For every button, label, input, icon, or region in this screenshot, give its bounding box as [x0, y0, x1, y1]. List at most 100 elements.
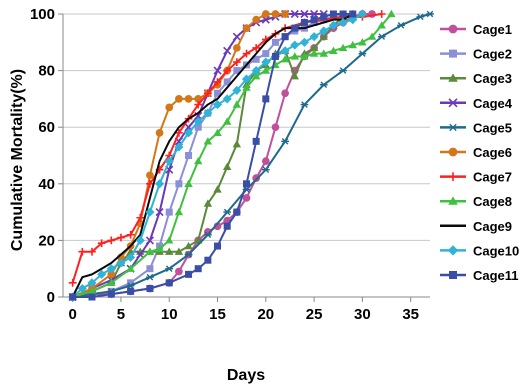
point-cage7-4	[107, 236, 116, 245]
point-cage8-15	[251, 72, 261, 80]
legend-label-cage4: Cage4	[473, 96, 513, 111]
point-cage3-8	[165, 247, 174, 255]
point-cage4-14	[232, 32, 241, 41]
point-cage5-18	[416, 13, 425, 21]
legend-label-cage6: Cage6	[473, 145, 512, 160]
y-tick-label-0: 0	[47, 289, 55, 306]
legend-item-cage6: Cage6	[440, 145, 512, 160]
point-cage10-17	[232, 85, 242, 95]
point-cage8-9	[194, 156, 203, 165]
point-cage8-12	[222, 117, 232, 125]
point-cage8-3	[126, 264, 135, 272]
legend-label-cage5: Cage5	[473, 120, 512, 135]
point-cage8-23	[329, 46, 338, 54]
point-cage11-15	[271, 52, 279, 60]
point-cage4-6	[155, 208, 164, 217]
point-cage5-10	[261, 166, 270, 173]
legend-label-cage7: Cage7	[473, 170, 512, 185]
point-cage8-27	[367, 32, 377, 40]
x-tick-label-30: 30	[354, 306, 371, 323]
point-cage8-2	[107, 278, 116, 286]
point-cage10-5	[116, 258, 126, 268]
legend-label-cage11: Cage11	[473, 268, 519, 283]
point-cage10-9	[155, 179, 165, 189]
point-cage3-12	[203, 199, 213, 207]
point-cage3-9	[174, 247, 184, 255]
point-cage2-13	[233, 67, 241, 75]
x-tick-label-0: 0	[68, 306, 76, 323]
legend-marker-cage3	[448, 73, 458, 82]
point-cage10-12	[184, 128, 194, 138]
point-cage11-23	[349, 10, 357, 18]
point-cage8-13	[232, 100, 242, 108]
point-cage11-10	[223, 222, 231, 230]
legend-item-cage5: Cage5	[440, 120, 512, 135]
point-cage7-13	[194, 100, 203, 109]
point-cage11-21	[329, 10, 337, 18]
point-cage4-13	[223, 46, 232, 55]
point-cage7-2	[88, 247, 96, 256]
point-cage8-22	[319, 49, 328, 57]
point-cage5-6	[184, 251, 193, 258]
point-cage7-3	[97, 239, 106, 248]
series-layer	[68, 9, 434, 302]
point-cage10-20	[261, 57, 271, 67]
point-cage7-15	[213, 78, 222, 86]
point-cage3-23	[309, 43, 319, 52]
point-cage8-19	[290, 52, 299, 60]
point-cage8-25	[348, 40, 357, 49]
series-line-cage10	[71, 13, 363, 298]
point-cage2-4	[146, 265, 154, 273]
point-cage11-18	[300, 18, 308, 26]
point-cage11-7	[194, 265, 202, 273]
point-cage3-10	[184, 241, 193, 250]
point-cage8-14	[242, 83, 251, 91]
point-cage11-2	[107, 290, 115, 298]
x-tick-label-25: 25	[306, 306, 323, 323]
point-cage7-19	[252, 44, 261, 52]
point-cage5-3	[126, 282, 135, 289]
point-cage10-16	[222, 94, 232, 104]
point-cage8-21	[309, 49, 319, 57]
x-axis-title: Days	[227, 367, 265, 384]
legend-item-cage10: Cage10	[440, 243, 519, 258]
legend-item-cage7: Cage7	[440, 170, 512, 185]
legend-marker-cage11	[449, 271, 457, 279]
point-cage6-19	[271, 10, 280, 18]
series-cage4	[68, 9, 328, 302]
legend-marker-cage1	[448, 24, 458, 34]
point-cage3-15	[232, 139, 242, 148]
point-cage7-18	[242, 49, 251, 58]
y-tick-label-100: 100	[30, 6, 55, 23]
point-cage2-17	[271, 38, 279, 46]
point-cage11-1	[88, 293, 96, 301]
point-cage8-24	[338, 43, 348, 52]
point-cage11-14	[262, 95, 270, 103]
point-cage6-7	[155, 129, 164, 137]
point-cage10-7	[135, 235, 145, 245]
point-cage3-13	[213, 185, 222, 193]
point-cage10-23	[290, 40, 300, 50]
point-cage7-16	[223, 66, 232, 75]
series-cage5	[68, 10, 434, 301]
point-cage10-26	[319, 26, 329, 36]
point-cage5-17	[397, 22, 405, 29]
point-cage11-5	[165, 279, 173, 287]
legend-marker-cage10	[447, 245, 459, 256]
point-cage8-6	[165, 236, 174, 244]
point-cage5-7	[204, 231, 212, 239]
point-cage11-8	[204, 256, 212, 264]
legend-item-cage11: Cage11	[440, 268, 519, 283]
point-cage11-3	[127, 287, 135, 295]
legend-item-cage1: Cage1	[440, 22, 512, 37]
legend-marker-cage4	[448, 98, 458, 108]
point-cage8-4	[145, 247, 155, 255]
point-cage11-11	[233, 208, 241, 216]
legend-marker-cage6	[448, 147, 458, 157]
point-cage3-21	[290, 72, 299, 80]
legend-item-cage8: Cage8	[440, 194, 512, 209]
point-cage3-14	[222, 162, 232, 170]
point-cage11-9	[214, 242, 222, 250]
series-cage8	[68, 9, 396, 301]
point-cage10-28	[338, 17, 348, 28]
